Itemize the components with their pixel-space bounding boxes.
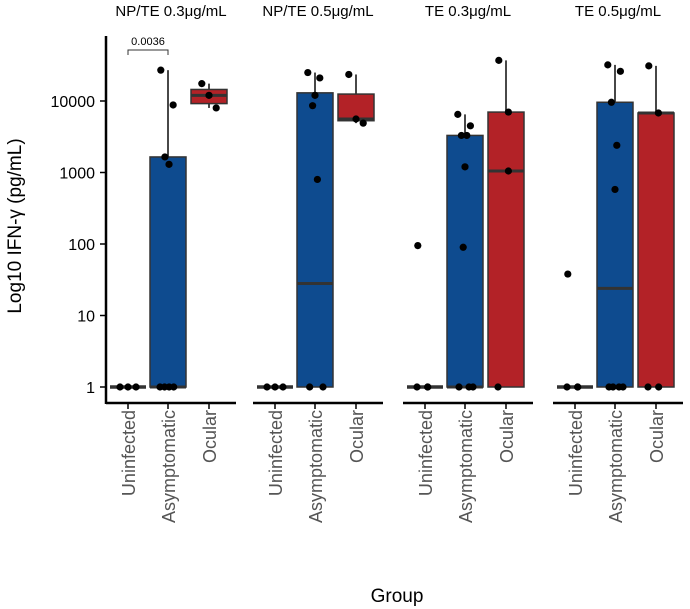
data-point — [157, 66, 165, 74]
panel: NP/TE 0.5μg/mL Uninfected Asymptomatic Ocul… — [253, 3, 383, 523]
data-point — [611, 185, 619, 194]
data-point — [616, 67, 625, 75]
data-point — [165, 160, 173, 168]
data-point — [170, 383, 178, 391]
y-tick-label: 1 — [86, 380, 95, 397]
data-point — [319, 383, 327, 391]
data-point — [466, 122, 474, 130]
data-point — [604, 61, 612, 69]
data-point — [645, 62, 653, 70]
x-tick-label: Uninfected — [416, 410, 436, 496]
data-point — [198, 80, 206, 88]
data-point — [455, 383, 463, 391]
data-point — [279, 383, 287, 391]
y-tick-label: 10 — [77, 309, 95, 326]
data-point — [414, 241, 422, 250]
y-axis: 1 10 100 1000 10000 — [51, 94, 106, 397]
panel-title: TE 0.5μg/mL — [575, 3, 661, 20]
box — [637, 112, 675, 388]
data-point — [454, 110, 462, 118]
x-tick-label: Ocular — [497, 410, 517, 463]
data-point — [564, 270, 572, 278]
data-point — [271, 383, 279, 391]
data-point — [463, 131, 471, 140]
data-point — [311, 91, 319, 99]
data-point — [607, 98, 616, 106]
x-tick-label: Ocular — [647, 410, 667, 463]
significance-bracket — [127, 49, 169, 55]
data-point — [574, 383, 582, 391]
data-point — [613, 141, 621, 149]
box — [487, 111, 525, 388]
panel-title: TE 0.3μg/mL — [425, 3, 511, 20]
data-point — [424, 383, 432, 391]
data-point — [212, 104, 220, 112]
panel: TE 0.3μg/mL Uninfected Asymptomatic Ocular — [403, 3, 533, 523]
data-point — [469, 383, 477, 391]
y-tick-label: 10000 — [51, 94, 96, 111]
data-point — [619, 383, 627, 391]
panel: NP/TE 0.3μg/mL Uninfected Asymptomatic Ocul… — [104, 3, 236, 523]
x-tick-label: Asymptomatic — [606, 410, 626, 523]
facet-panels: NP/TE 0.3μg/mL Uninfected Asymptomatic Ocul… — [104, 3, 683, 523]
box — [296, 92, 334, 388]
data-point — [644, 383, 652, 391]
data-point — [161, 153, 169, 161]
x-tick-label: Uninfected — [119, 410, 139, 496]
y-tick-label: 1000 — [59, 166, 95, 183]
x-tick-label: Ocular — [200, 410, 220, 463]
data-point — [563, 383, 571, 391]
data-point — [309, 102, 317, 110]
box — [446, 134, 484, 388]
data-point — [495, 56, 503, 64]
data-point — [504, 167, 512, 175]
panel: TE 0.5μg/mL Uninfected Asymptomatic Ocular — [553, 3, 683, 523]
data-point — [263, 383, 271, 391]
data-point — [504, 108, 512, 116]
data-point — [156, 383, 164, 391]
data-point — [413, 383, 421, 391]
data-point — [304, 68, 312, 77]
x-tick-label: Asymptomatic — [159, 410, 179, 523]
x-tick-label: Ocular — [347, 410, 367, 463]
data-point — [461, 163, 469, 171]
box — [596, 101, 634, 388]
data-point — [655, 383, 663, 391]
data-point — [132, 383, 140, 391]
data-point — [124, 383, 132, 391]
x-tick-label: Asymptomatic — [456, 410, 476, 523]
x-axis-label: Group — [371, 586, 424, 607]
data-point — [494, 383, 502, 391]
data-point — [116, 383, 124, 391]
y-axis-label: Log10 IFN-γ (pg/mL) — [5, 138, 26, 313]
p-value-label: 0.0036 — [131, 36, 165, 48]
data-point — [459, 243, 467, 251]
data-point — [605, 383, 613, 391]
x-tick-label: Uninfected — [266, 410, 286, 496]
x-tick-label: Asymptomatic — [306, 410, 326, 523]
panel-title: NP/TE 0.5μg/mL — [262, 3, 373, 20]
data-point — [205, 91, 213, 99]
data-point — [306, 383, 314, 391]
data-point — [316, 74, 324, 82]
panel-title: NP/TE 0.3μg/mL — [115, 3, 226, 20]
x-tick-label: Uninfected — [566, 410, 586, 496]
data-point — [169, 101, 177, 109]
box — [149, 156, 187, 388]
data-point — [457, 131, 465, 140]
y-tick-label: 100 — [68, 237, 95, 254]
data-point — [313, 175, 321, 184]
data-point — [359, 119, 367, 127]
data-point — [345, 70, 353, 79]
data-point — [352, 115, 360, 123]
data-point — [654, 109, 663, 117]
